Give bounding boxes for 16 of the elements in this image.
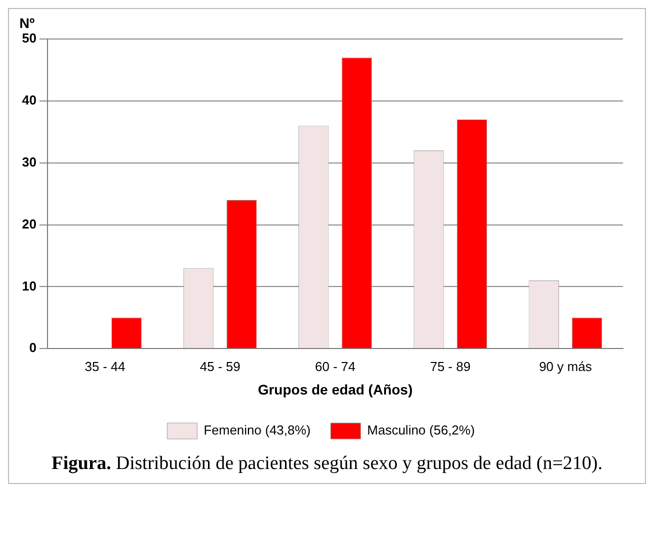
x-tick-label: 45 - 59 — [200, 358, 240, 374]
x-tick-label: 75 - 89 — [430, 358, 471, 374]
x-tick-label: 60 - 74 — [314, 358, 356, 374]
legend-label: Masculino (56,2%) — [367, 422, 475, 438]
x-tick-label: 35 - 44 — [84, 358, 126, 374]
y-tick-label: 0 — [29, 340, 36, 356]
legend-label: Femenino (43,8%) — [204, 422, 311, 438]
y-tick-label: 20 — [22, 216, 36, 232]
x-tick-label: 90 y más — [539, 358, 592, 374]
y-tick-label: 10 — [22, 278, 36, 294]
y-axis-title: Nº — [19, 14, 35, 31]
x-axis-title: Grupos de edad (Años) — [258, 381, 413, 398]
text: Figura. Distribución de pacientes según sexo y grupos de edad (n=210). — [50, 452, 604, 476]
y-tick-label: 30 — [22, 154, 36, 170]
y-tick-label: 40 — [22, 92, 36, 108]
y-tick-label: 50 — [22, 30, 36, 46]
